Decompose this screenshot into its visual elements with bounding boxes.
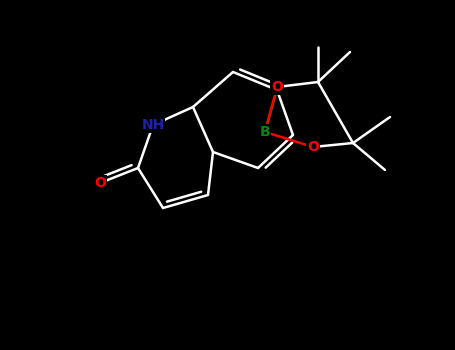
Text: O: O (307, 140, 319, 154)
Text: B: B (260, 125, 270, 139)
Text: O: O (94, 176, 106, 190)
Text: O: O (271, 80, 283, 94)
Text: NH: NH (142, 118, 165, 132)
